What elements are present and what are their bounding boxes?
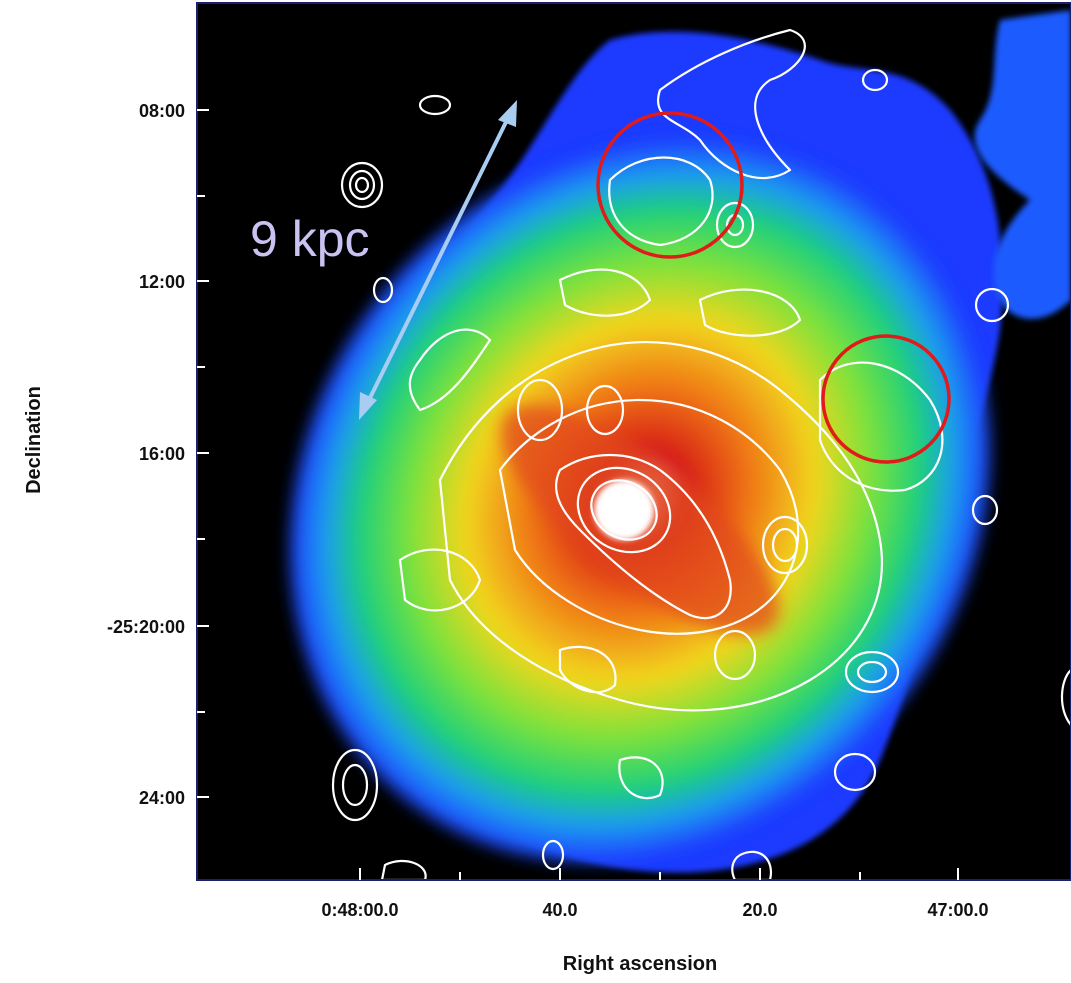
y-axis-title: Declination [23, 386, 45, 494]
frame-tick-marks [197, 109, 959, 880]
y-tick-label: 08:00 [139, 101, 185, 121]
plot-frame [196, 2, 1071, 881]
x-tick-label: 20.0 [742, 900, 777, 920]
x-tick-label: 40.0 [542, 900, 577, 920]
xray-nucleus [594, 480, 654, 540]
y-tick-label: -25:20:00 [107, 617, 185, 637]
radio-contours [331, 28, 1071, 880]
x-axis-title: Right ascension [563, 953, 717, 975]
xray-emission-northeast-plume [974, 10, 1071, 319]
y-tick-label: 12:00 [139, 272, 185, 292]
x-tick-label: 0:48:00.0 [321, 900, 398, 920]
y-tick-label: 16:00 [139, 444, 185, 464]
y-tick-label: 24:00 [139, 788, 185, 808]
red-circle-marker-north [596, 111, 744, 259]
scale-annotation-label: 9 kpc [250, 211, 370, 267]
x-tick-label: 47:00.0 [927, 900, 988, 920]
scale-arrow [359, 100, 517, 420]
red-circle-marker-east [821, 334, 951, 464]
